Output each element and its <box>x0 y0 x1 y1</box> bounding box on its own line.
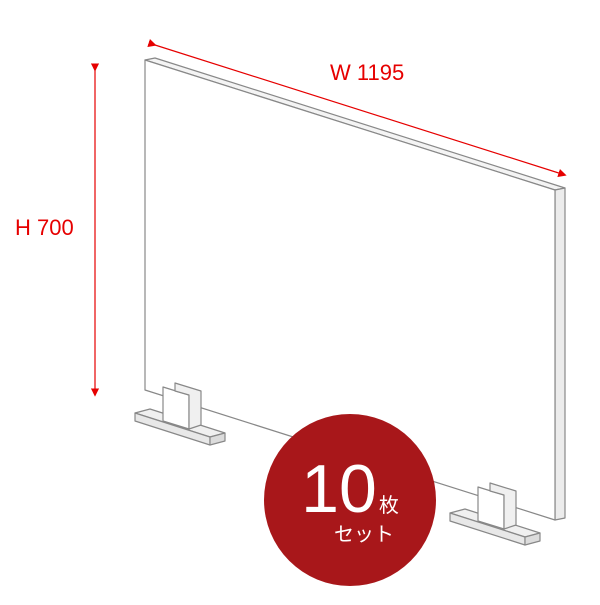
badge-number: 10 <box>301 455 377 523</box>
diagram-canvas: W 1195 H 700 10 枚 セット <box>0 0 600 600</box>
quantity-badge: 10 枚 セット <box>264 414 436 586</box>
height-dimension-label: H 700 <box>15 215 74 241</box>
badge-unit: 枚 <box>379 496 399 516</box>
badge-set-label: セット <box>334 525 394 545</box>
width-dimension-label: W 1195 <box>330 60 404 86</box>
